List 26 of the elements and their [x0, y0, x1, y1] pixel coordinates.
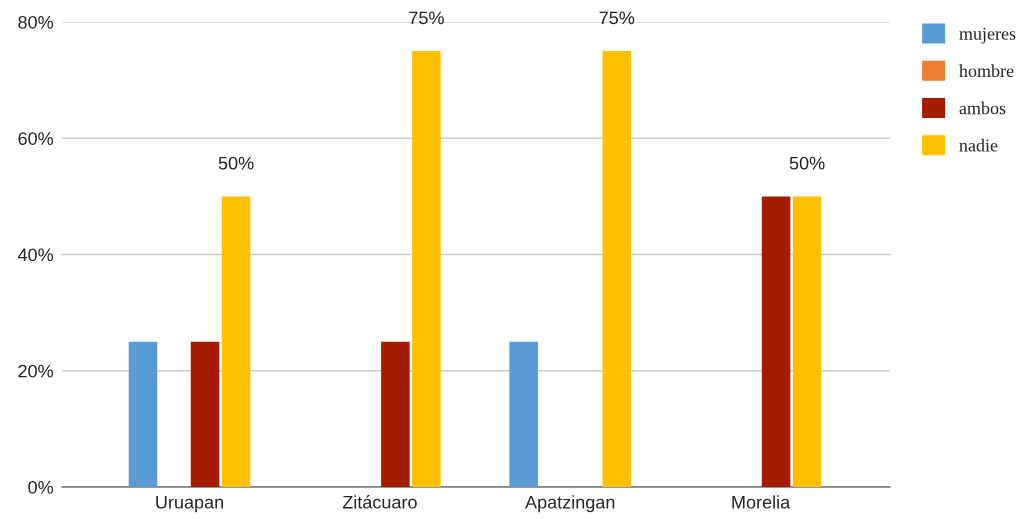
x-tick-label: Uruapan: [156, 496, 223, 513]
y-tick-label: 0%: [28, 480, 54, 494]
x-tick-label: Morelia: [732, 495, 791, 509]
data-label: 50%: [789, 156, 825, 170]
bar: [761, 196, 791, 487]
y-tick-label: 80%: [18, 15, 54, 29]
bar: [602, 51, 632, 487]
bar: [221, 196, 251, 487]
legend-label: ambos: [959, 101, 1006, 115]
bar: [190, 341, 220, 487]
legend-label: hombre: [959, 64, 1014, 78]
data-label: 50%: [218, 156, 254, 170]
bar: [792, 196, 822, 487]
bar: [128, 341, 158, 487]
y-tick-label: 40%: [17, 248, 54, 262]
legend-label: mujeres: [959, 27, 1016, 44]
legend-label: nadie: [959, 138, 998, 152]
x-tick-label: Zitácuaro: [342, 495, 417, 509]
bar: [381, 341, 410, 487]
bar: [509, 341, 538, 487]
x-tick-label: Apatzingan: [525, 495, 615, 513]
data-label: 75%: [599, 11, 635, 25]
y-tick-label: 20%: [18, 364, 54, 378]
bar: [412, 51, 441, 487]
y-tick-label: 60%: [18, 132, 54, 145]
data-label: 75%: [409, 11, 444, 25]
